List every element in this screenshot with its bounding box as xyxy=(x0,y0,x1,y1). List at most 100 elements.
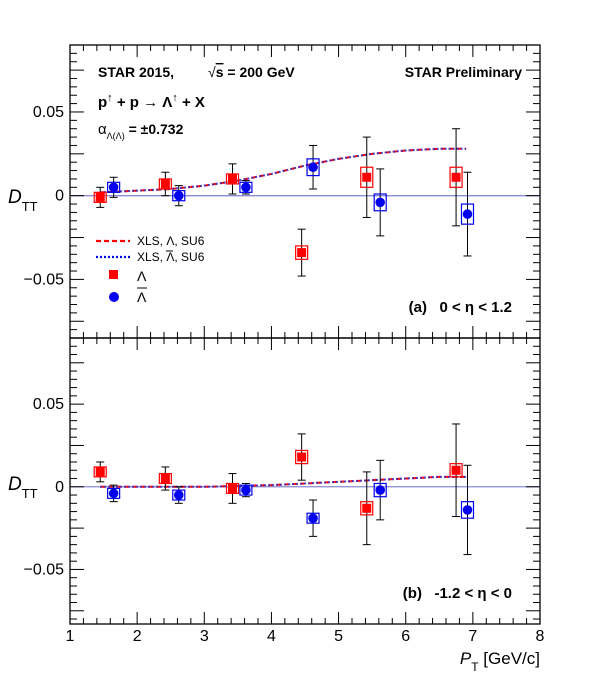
lambda-sys-box xyxy=(225,173,240,185)
x-axis-title-sub: T xyxy=(471,660,479,674)
lambda-marker xyxy=(227,483,237,493)
lambda-sys-box xyxy=(295,449,309,465)
antilambda-marker xyxy=(173,490,184,500)
antilambda-marker xyxy=(375,485,386,495)
antilambda-marker xyxy=(108,488,119,499)
reaction-up1: ↑ xyxy=(107,92,113,104)
legend-text-antilambda-theory: XLS, Λ, SU6 xyxy=(137,250,205,264)
y-axis-title-symbol: D xyxy=(8,187,22,208)
x-tick-label: 6 xyxy=(401,628,410,645)
x-tick-label: 7 xyxy=(468,628,477,645)
legend-text-antilambda: Λ xyxy=(137,289,147,305)
panel-a-ytick-label: 0 xyxy=(55,188,64,205)
lambda-sys-box xyxy=(158,178,172,190)
panel-b-ytick-label: 0.05 xyxy=(33,396,64,413)
lambda-marker xyxy=(227,174,237,184)
theory-curve-antilambda xyxy=(100,147,467,194)
theory-curve-antilambda xyxy=(100,475,467,488)
antilambda-sys-box xyxy=(373,482,387,498)
lambda-sys-box xyxy=(93,466,107,478)
panel-b-frame xyxy=(69,337,541,625)
lambda-marker xyxy=(95,467,105,477)
antilambda-marker xyxy=(108,182,119,193)
alpha-value: = ±0.732 xyxy=(125,121,184,137)
x-tick-label: 8 xyxy=(536,628,545,645)
antilambda-marker xyxy=(462,209,473,219)
antilambda-sys-box xyxy=(107,487,121,499)
antilambda-marker xyxy=(173,190,184,201)
antilambda-sys-box xyxy=(460,203,475,225)
antilambda-marker xyxy=(241,485,251,495)
alpha-sub: Λ(Λ) xyxy=(107,131,125,141)
lambda-marker xyxy=(362,503,372,513)
legend-marker-lambda xyxy=(109,270,118,279)
panel-a-ytick-label: −0.05 xyxy=(24,271,65,288)
experiment-label: STAR 2015, xyxy=(98,64,174,80)
reaction-label: p↑ + p → Λ↑ + X xyxy=(98,92,205,111)
x-tick-labels: 1 2 3 4 5 6 7 8 xyxy=(66,628,545,645)
alpha-label: αΛ(Λ) = ±0.732 xyxy=(98,121,184,141)
lambda-marker xyxy=(451,465,461,475)
reaction-part3: + X xyxy=(178,94,205,111)
panel-b-data xyxy=(93,423,475,556)
lambda-sys-box xyxy=(360,166,374,188)
reaction-part1: p xyxy=(98,94,107,111)
antilambda-marker xyxy=(375,197,386,208)
antilambda-sys-box xyxy=(172,190,186,202)
panel-b-ytick-label: 0 xyxy=(55,479,64,496)
axis-ticks xyxy=(69,44,541,624)
antilambda-sys-box xyxy=(373,193,387,212)
x-tick-label: 4 xyxy=(267,628,276,645)
energy-value: = 200 GeV xyxy=(223,64,295,80)
antilambda-marker xyxy=(462,505,473,515)
panel-b-y-axis-title: DTT xyxy=(8,474,38,501)
panel-b-label: (b) -1.2 < η < 0 xyxy=(403,585,512,602)
lambda-marker xyxy=(297,452,307,462)
x-axis-title-unit: [GeV/c] xyxy=(479,649,540,668)
panel-a-ytick-label: 0.05 xyxy=(33,104,64,121)
antilambda-sys-box xyxy=(172,489,186,501)
x-tick-label: 2 xyxy=(133,628,142,645)
lambda-sys-box xyxy=(295,245,309,260)
lambda-marker xyxy=(297,248,307,258)
antilambda-sys-box xyxy=(460,501,475,519)
x-tick-label: 5 xyxy=(334,628,343,645)
panel-a-y-axis-title: DTT xyxy=(8,187,38,214)
alpha-symbol: α xyxy=(98,121,107,138)
antilambda-marker xyxy=(241,182,251,193)
energy-sqrt-sign: √ xyxy=(208,64,216,80)
antilambda-sys-box xyxy=(239,181,253,193)
panel-a-label: (a) 0 < η < 1.2 xyxy=(409,299,512,316)
lambda-sys-box xyxy=(93,191,107,203)
antilambda-sys-box xyxy=(306,158,320,177)
legend-text-lambda-theory: XLS, Λ, SU6 xyxy=(137,234,205,248)
lambda-marker xyxy=(160,474,170,484)
antilambda-marker xyxy=(308,162,318,173)
y-axis-title-sub: TT xyxy=(22,199,38,214)
lambda-marker xyxy=(362,172,372,182)
preliminary-label: STAR Preliminary xyxy=(405,64,522,80)
theory-curve-lambda xyxy=(100,475,467,488)
x-axis-title: PT [GeV/c] xyxy=(460,649,540,674)
y-axis-title-symbol: D xyxy=(8,474,22,495)
panel-a-data xyxy=(93,128,475,277)
lambda-marker xyxy=(160,179,170,189)
energy-label: √s = 200 GeV xyxy=(208,64,295,80)
legend: XLS, Λ, SU6 XLS, Λ, SU6 Λ Λ xyxy=(96,234,205,305)
panel-b-ytick-label: −0.05 xyxy=(24,561,65,578)
reaction-part2: + p → Λ xyxy=(113,94,173,111)
antilambda-sys-box xyxy=(306,512,320,524)
lambda-sys-box xyxy=(360,501,374,516)
legend-text-lambda: Λ xyxy=(137,268,147,284)
x-tick-label: 1 xyxy=(66,628,75,645)
x-tick-label: 3 xyxy=(200,628,209,645)
lambda-sys-box xyxy=(158,472,172,485)
energy-s: s xyxy=(216,64,224,80)
lambda-marker xyxy=(451,172,461,182)
lambda-sys-box xyxy=(225,482,240,494)
lambda-sys-box xyxy=(449,166,463,188)
reaction-up2: ↑ xyxy=(172,92,178,104)
y-axis-title-sub: TT xyxy=(22,486,38,501)
lambda-sys-box xyxy=(449,463,463,478)
